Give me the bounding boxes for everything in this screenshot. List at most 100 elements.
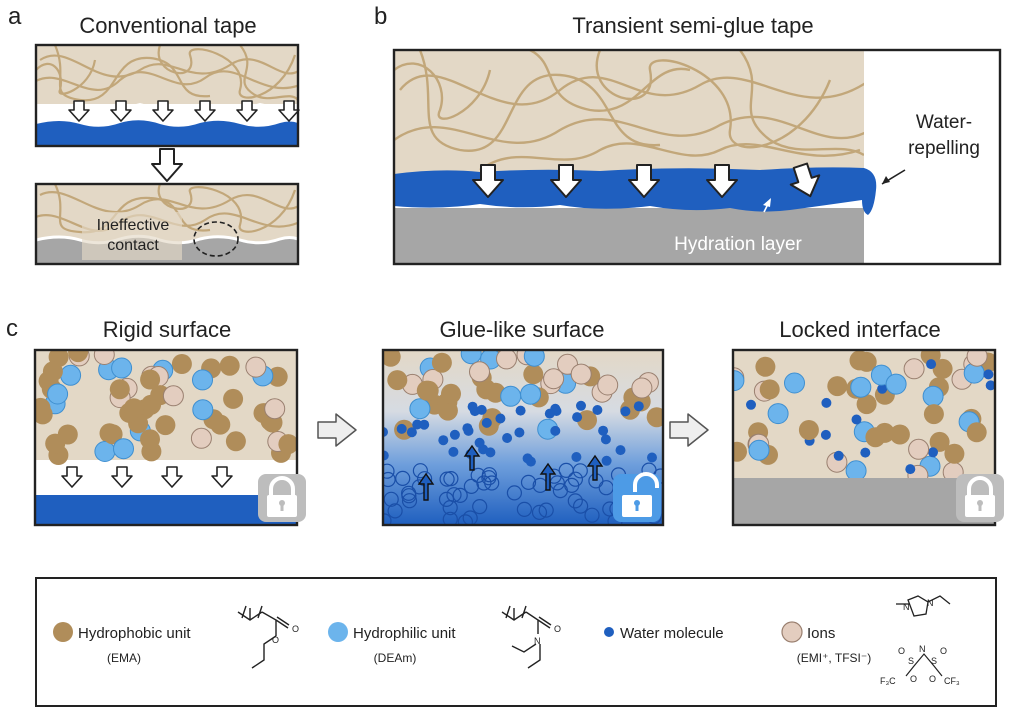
- hydrophobic-particle: [387, 370, 408, 391]
- water-particle: [598, 425, 609, 436]
- ion-particle: [469, 361, 490, 383]
- hydration-layer-label: Hydration layer: [674, 234, 802, 255]
- hydrophobic-particle: [577, 410, 597, 431]
- panel-b-title: Transient semi-glue tape: [572, 13, 813, 38]
- panel-c-letter: c: [6, 315, 18, 342]
- water-ring: [442, 511, 458, 525]
- hydrophobic-particle: [523, 364, 544, 385]
- hydrophilic-unit-swatch: [328, 622, 348, 642]
- hydrophobic-particle: [889, 424, 910, 445]
- hydrophobic-particle: [171, 354, 192, 374]
- hydrophobic-particle: [223, 388, 244, 409]
- water-ring: [567, 471, 584, 487]
- water-layer: [394, 167, 877, 215]
- water-particle: [412, 419, 423, 430]
- ema-o-2: O: [272, 635, 279, 645]
- upward-arrows: [417, 444, 604, 501]
- water-ring: [472, 499, 488, 515]
- water-particle: [419, 419, 430, 430]
- hydrophobic-particle: [856, 394, 877, 415]
- water-particle: [406, 427, 417, 438]
- hydrophilic-particle: [409, 398, 431, 420]
- emi-n-plus: N: [903, 602, 910, 612]
- ion-particle: [903, 358, 925, 380]
- water-ring: [531, 504, 548, 521]
- hydrophilic-particle: [784, 372, 805, 394]
- hydrophilic-particle: [845, 460, 867, 482]
- water-particle: [928, 447, 938, 458]
- hydrophobic-particle: [278, 434, 297, 455]
- hydrophilic-particle: [748, 439, 770, 461]
- hydrophilic-particle: [520, 383, 542, 405]
- water-particle: [383, 450, 389, 461]
- hydrophobic-particle: [210, 414, 231, 435]
- hydrophobic-particle: [929, 431, 950, 452]
- rigid-surface-panel: [33, 348, 308, 527]
- hydrophobic-particle: [733, 441, 747, 462]
- hydrophobic-particle: [109, 379, 130, 400]
- water-ring: [401, 488, 417, 504]
- water-particle: [601, 455, 612, 466]
- ions-sub: (EMI⁺, TFSI⁻): [797, 651, 871, 665]
- water-ring: [516, 501, 533, 517]
- hydrophobic-particle: [966, 422, 987, 443]
- hydrophilic-particle: [500, 385, 522, 407]
- water-particle: [576, 400, 586, 411]
- tfsi-n: N: [919, 644, 926, 654]
- panel-a: a Conventional tape: [8, 3, 300, 266]
- water-particle: [985, 380, 995, 391]
- water-particle: [383, 427, 388, 437]
- locked-interface-title: Locked interface: [779, 317, 940, 342]
- water-ring: [438, 491, 455, 507]
- hydrophobic-particle: [35, 404, 53, 425]
- hydrophilic-particle: [850, 376, 872, 398]
- hydrophobic-particle: [798, 420, 819, 440]
- deam-o: O: [554, 624, 561, 634]
- ion-particle: [496, 350, 517, 370]
- water-particle: [550, 425, 561, 436]
- water-particle: [502, 433, 513, 443]
- legend: Hydrophobic unit (EMA) O O Hydrophilic u…: [35, 577, 997, 707]
- hydrophilic-particle: [192, 369, 213, 391]
- hydrophilic-unit-label: Hydrophilic unit: [353, 625, 456, 642]
- water-particle: [522, 453, 533, 464]
- hydrophobic-particle: [383, 350, 401, 367]
- water-ring: [395, 470, 411, 486]
- locked-interface-panel: [731, 348, 1006, 527]
- water-ring: [462, 510, 478, 525]
- hydrophobic-particle: [646, 407, 663, 428]
- tfsi-structure-icon: [905, 653, 943, 677]
- lock-closed-icon: [256, 472, 308, 524]
- hydrophilic-particle: [192, 399, 214, 421]
- hydrophobic-particle: [416, 380, 437, 401]
- panel-c: c Rigid surface Glue-like surface Locked…: [6, 315, 1006, 527]
- water-particle: [438, 435, 449, 446]
- water-particle: [474, 437, 485, 448]
- hydrophobic-particle: [267, 366, 288, 387]
- hydrophobic-particle: [755, 356, 776, 377]
- hydrophilic-particle: [767, 403, 789, 425]
- polymer-fibers-b: [394, 50, 864, 171]
- process-arrow-2: [669, 413, 709, 447]
- panel-b-letter: b: [374, 3, 387, 30]
- water-particle: [905, 464, 916, 475]
- ion-particle: [966, 350, 988, 367]
- water-particle: [571, 452, 582, 462]
- water-ring: [572, 498, 589, 514]
- ion-particle: [543, 368, 565, 390]
- hydrophobic-particle: [944, 443, 965, 464]
- ineffective-contact-label-1: Ineffective: [97, 217, 170, 234]
- hydrophobic-particle: [865, 427, 886, 448]
- water-ring: [506, 485, 523, 501]
- water-particle: [983, 369, 994, 380]
- deam-n: N: [534, 636, 541, 646]
- water-ring: [383, 471, 396, 488]
- water-particle: [481, 417, 492, 428]
- water-ring: [538, 502, 554, 518]
- tfsi-cf3-right: CF₃: [944, 676, 960, 686]
- water-particle: [746, 399, 756, 410]
- water-particle: [515, 405, 526, 416]
- water-molecule-label: Water molecule: [620, 625, 724, 642]
- ineffective-contact-label-2: contact: [107, 237, 159, 254]
- deam-structure-icon: [501, 605, 552, 669]
